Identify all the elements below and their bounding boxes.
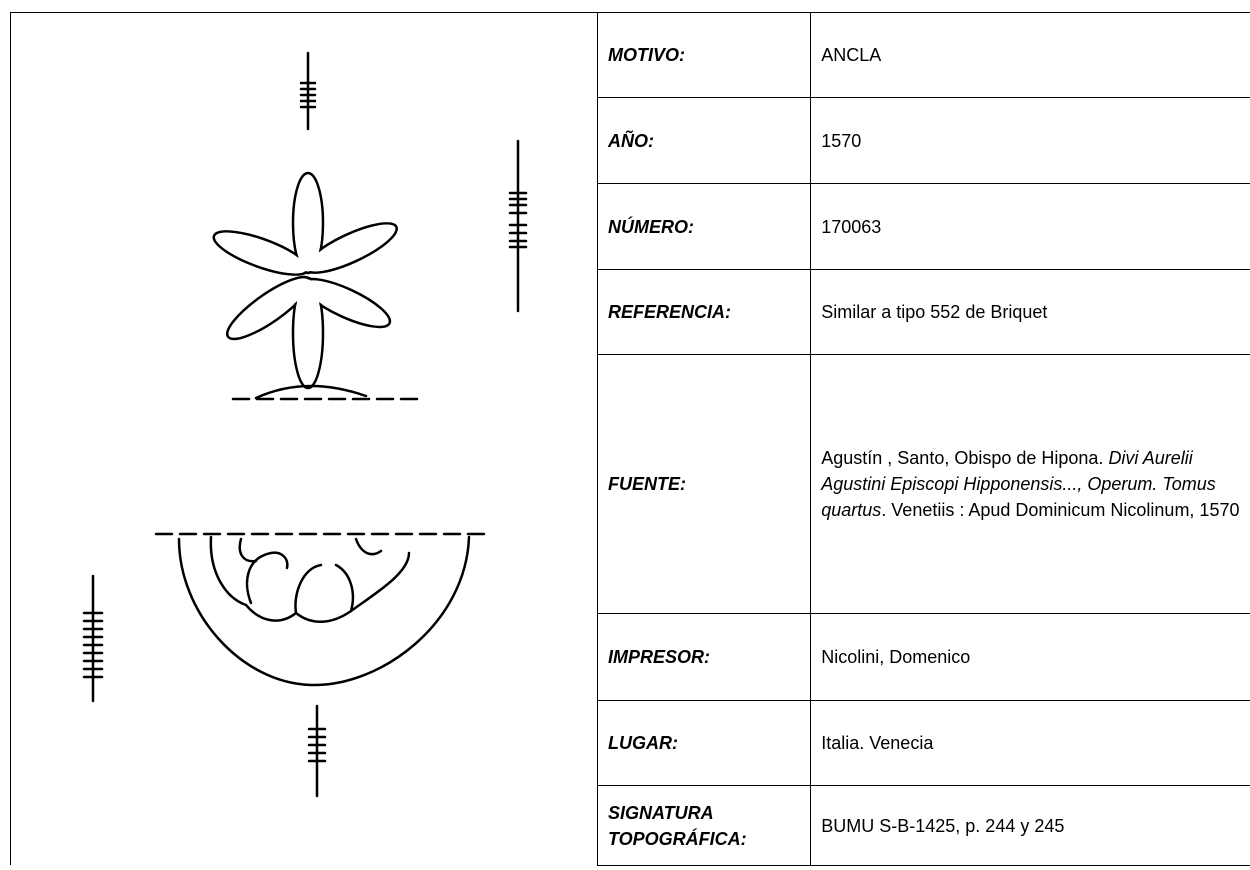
table-row: IMPRESOR:Nicolini, Domenico [598, 614, 1250, 701]
row-value: Agustín , Santo, Obispo de Hipona. Divi … [811, 355, 1250, 614]
row-label: IMPRESOR: [598, 614, 811, 701]
star [209, 173, 421, 399]
row-label: AÑO: [598, 98, 811, 184]
row-value: Nicolini, Domenico [811, 614, 1250, 701]
row-value: Similar a tipo 552 de Briquet [811, 270, 1250, 355]
table-row: REFERENCIA:Similar a tipo 552 de Briquet [598, 270, 1250, 355]
row-value: BUMU S-B-1425, p. 244 y 245 [811, 786, 1250, 866]
row-label: NÚMERO: [598, 184, 811, 270]
text-segment: Agustín , Santo, Obispo de Hipona. [821, 448, 1108, 468]
table-row: SIGNATURA TOPOGRÁFICA:BUMU S-B-1425, p. … [598, 786, 1250, 866]
table-row: NÚMERO:170063 [598, 184, 1250, 270]
row-value: Italia. Venecia [811, 701, 1250, 786]
row-value: ANCLA [811, 13, 1250, 98]
row-value: 170063 [811, 184, 1250, 270]
watermark-figure [10, 12, 597, 865]
row-label: MOTIVO: [598, 13, 811, 98]
anchor [156, 534, 489, 685]
table-row: MOTIVO:ANCLA [598, 13, 1250, 98]
row-label: REFERENCIA: [598, 270, 811, 355]
watermark-drawing [11, 13, 597, 865]
row-label: FUENTE: [598, 355, 811, 614]
text-segment: . Venetiis : Apud Dominicum Nicolinum, 1… [881, 500, 1239, 520]
table-row: FUENTE:Agustín , Santo, Obispo de Hipona… [598, 355, 1250, 614]
table-row: LUGAR:Italia. Venecia [598, 701, 1250, 786]
table-row: AÑO:1570 [598, 98, 1250, 184]
row-value: 1570 [811, 98, 1250, 184]
row-label: LUGAR: [598, 701, 811, 786]
row-label: SIGNATURA TOPOGRÁFICA: [598, 786, 811, 866]
